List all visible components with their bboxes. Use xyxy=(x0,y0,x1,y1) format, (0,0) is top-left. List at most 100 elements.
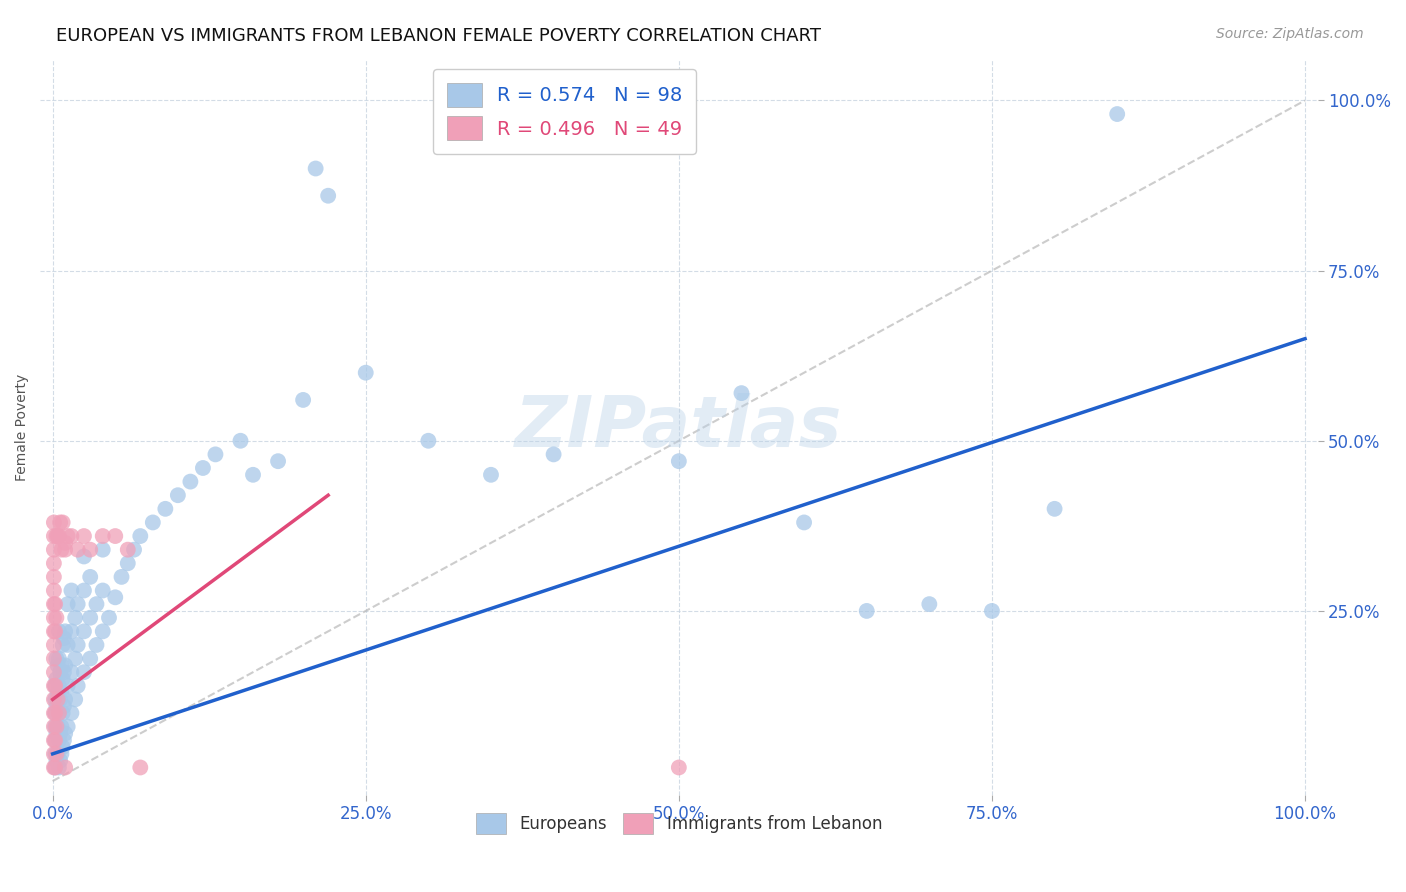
Point xyxy=(42,733,65,747)
Point xyxy=(1107,107,1129,121)
Point xyxy=(73,624,96,639)
Point xyxy=(60,665,83,680)
Point xyxy=(668,454,690,468)
Point xyxy=(52,631,75,645)
Point xyxy=(44,706,66,720)
Point xyxy=(48,760,70,774)
Point xyxy=(48,651,70,665)
Point xyxy=(45,699,67,714)
Point xyxy=(44,733,66,747)
Point xyxy=(45,726,67,740)
Point xyxy=(44,597,66,611)
Point xyxy=(56,720,79,734)
Point xyxy=(52,665,75,680)
Point xyxy=(668,760,690,774)
Point xyxy=(167,488,190,502)
Point xyxy=(66,597,89,611)
Point xyxy=(73,665,96,680)
Point xyxy=(52,699,75,714)
Text: Source: ZipAtlas.com: Source: ZipAtlas.com xyxy=(1216,27,1364,41)
Point xyxy=(49,754,72,768)
Point xyxy=(46,747,69,761)
Point xyxy=(46,692,69,706)
Point xyxy=(73,583,96,598)
Point xyxy=(793,516,815,530)
Point xyxy=(56,638,79,652)
Point xyxy=(51,720,73,734)
Point xyxy=(53,726,76,740)
Point xyxy=(51,685,73,699)
Point xyxy=(42,597,65,611)
Point xyxy=(981,604,1004,618)
Point xyxy=(49,665,72,680)
Point xyxy=(52,733,75,747)
Point xyxy=(204,447,226,461)
Point xyxy=(242,467,264,482)
Point xyxy=(46,529,69,543)
Point xyxy=(42,542,65,557)
Text: EUROPEAN VS IMMIGRANTS FROM LEBANON FEMALE POVERTY CORRELATION CHART: EUROPEAN VS IMMIGRANTS FROM LEBANON FEMA… xyxy=(56,27,821,45)
Point xyxy=(142,516,165,530)
Point xyxy=(418,434,440,448)
Point xyxy=(51,542,73,557)
Point xyxy=(42,760,65,774)
Point xyxy=(44,692,66,706)
Point xyxy=(104,529,127,543)
Point xyxy=(42,692,65,706)
Point xyxy=(42,651,65,665)
Point xyxy=(53,760,76,774)
Point xyxy=(49,726,72,740)
Point xyxy=(53,624,76,639)
Point xyxy=(42,720,65,734)
Point xyxy=(42,747,65,761)
Point xyxy=(179,475,201,489)
Point xyxy=(292,392,315,407)
Point xyxy=(44,720,66,734)
Point xyxy=(86,638,108,652)
Point xyxy=(63,611,86,625)
Point xyxy=(53,658,76,673)
Point xyxy=(52,516,75,530)
Point xyxy=(66,679,89,693)
Point xyxy=(79,651,101,665)
Point xyxy=(267,454,290,468)
Point xyxy=(45,611,67,625)
Point xyxy=(316,188,339,202)
Point xyxy=(48,706,70,720)
Point xyxy=(45,720,67,734)
Point xyxy=(79,542,101,557)
Point xyxy=(46,658,69,673)
Point xyxy=(73,529,96,543)
Point xyxy=(60,624,83,639)
Point xyxy=(104,591,127,605)
Point xyxy=(45,672,67,686)
Point xyxy=(110,570,132,584)
Point xyxy=(86,597,108,611)
Point xyxy=(730,386,752,401)
Point xyxy=(48,706,70,720)
Point xyxy=(46,685,69,699)
Y-axis label: Female Poverty: Female Poverty xyxy=(15,374,30,481)
Point xyxy=(42,556,65,570)
Point xyxy=(42,665,65,680)
Point xyxy=(44,624,66,639)
Point xyxy=(42,611,65,625)
Point xyxy=(60,583,83,598)
Point xyxy=(63,692,86,706)
Point xyxy=(53,542,76,557)
Point xyxy=(56,597,79,611)
Point xyxy=(42,516,65,530)
Point xyxy=(918,597,941,611)
Point xyxy=(53,536,76,550)
Text: ZIPatlas: ZIPatlas xyxy=(515,392,842,462)
Point xyxy=(48,679,70,693)
Point xyxy=(42,624,65,639)
Point xyxy=(45,529,67,543)
Point xyxy=(49,516,72,530)
Point xyxy=(354,366,377,380)
Point xyxy=(91,529,114,543)
Point xyxy=(855,604,877,618)
Point xyxy=(42,583,65,598)
Point xyxy=(45,754,67,768)
Point xyxy=(129,529,152,543)
